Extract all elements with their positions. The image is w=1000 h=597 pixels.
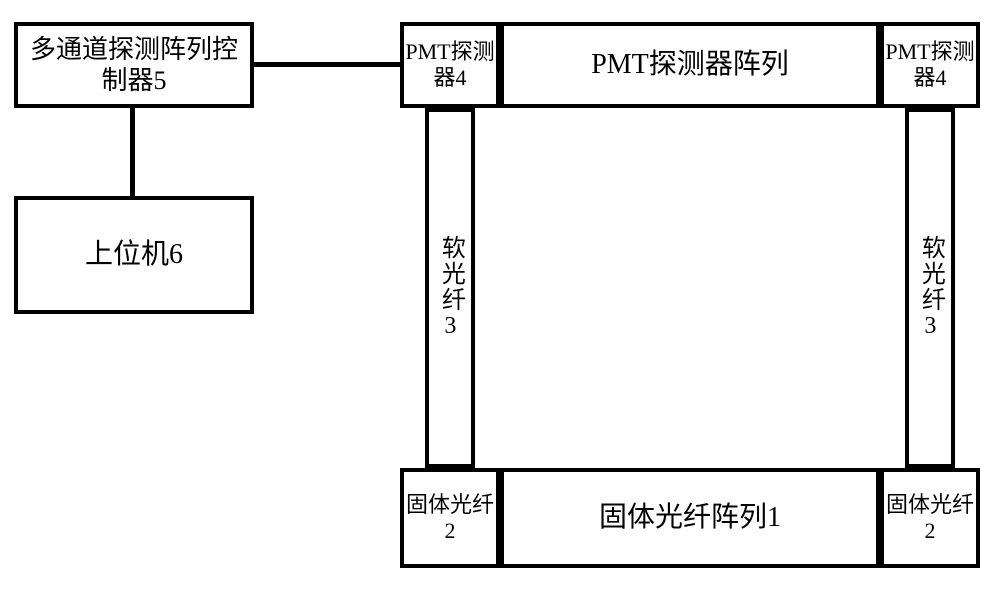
host-label: 上位机6 — [85, 238, 183, 272]
pmt-detector-right-label: PMT探测器4 — [884, 39, 976, 92]
soft-fiber-right-label: 软光纤3 — [916, 235, 945, 341]
controller-box: 多通道探测阵列控制器5 — [14, 22, 254, 108]
controller-label: 多通道探测阵列控制器5 — [18, 34, 250, 96]
connector-controller-to-host — [130, 108, 135, 196]
soft-fiber-left-box: 软光纤3 — [425, 108, 475, 468]
soft-fiber-right-box: 软光纤3 — [905, 108, 955, 468]
pmt-detector-right-box: PMT探测器4 — [880, 22, 980, 108]
host-box: 上位机6 — [14, 196, 254, 314]
solid-fiber-array-label: 固体光纤阵列1 — [599, 501, 781, 535]
pmt-array-label: PMT探测器阵列 — [591, 48, 789, 82]
solid-fiber-array-box: 固体光纤阵列1 — [500, 468, 880, 568]
solid-fiber-left-label: 固体光纤2 — [404, 492, 496, 545]
pmt-detector-left-label: PMT探测器4 — [404, 39, 496, 92]
pmt-array-box: PMT探测器阵列 — [500, 22, 880, 108]
solid-fiber-left-box: 固体光纤2 — [400, 468, 500, 568]
connector-controller-to-pmt — [254, 62, 400, 67]
solid-fiber-right-label: 固体光纤2 — [884, 492, 976, 545]
solid-fiber-right-box: 固体光纤2 — [880, 468, 980, 568]
soft-fiber-left-label: 软光纤3 — [436, 235, 465, 341]
pmt-detector-left-box: PMT探测器4 — [400, 22, 500, 108]
